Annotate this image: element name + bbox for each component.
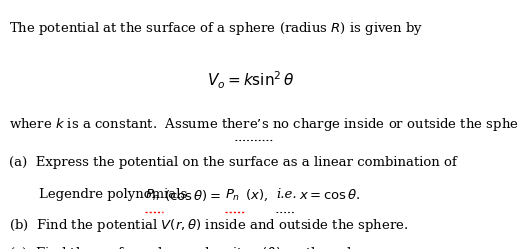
Text: $V_o = k\sin^2\theta$: $V_o = k\sin^2\theta$ [207,70,295,91]
Text: $x = \cos\theta$.: $x = \cos\theta$. [295,188,361,202]
Text: where $k$ is a constant.  Assume there’s no charge inside or outside the sphere.: where $k$ is a constant. Assume there’s … [9,116,517,133]
Text: (c)  Find the surface charge density $\sigma(\theta)$ on the sphere.: (c) Find the surface charge density $\si… [9,245,382,249]
Text: (a)  Express the potential on the surface as a linear combination of: (a) Express the potential on the surface… [9,156,457,169]
Text: Legendre polynomials: Legendre polynomials [39,188,191,201]
Text: $(\cos\theta) = $: $(\cos\theta) = $ [164,188,221,203]
Text: i.e.: i.e. [276,188,297,201]
Text: The potential at the surface of a sphere (radius $R$) is given by: The potential at the surface of a sphere… [9,20,423,37]
Text: (b)  Find the potential $V(r, \theta)$ inside and outside the sphere.: (b) Find the potential $V(r, \theta)$ in… [9,217,409,234]
Text: $(x)$,: $(x)$, [245,188,269,203]
Text: $P_n$: $P_n$ [225,188,240,203]
Text: $P_n$: $P_n$ [145,188,160,203]
